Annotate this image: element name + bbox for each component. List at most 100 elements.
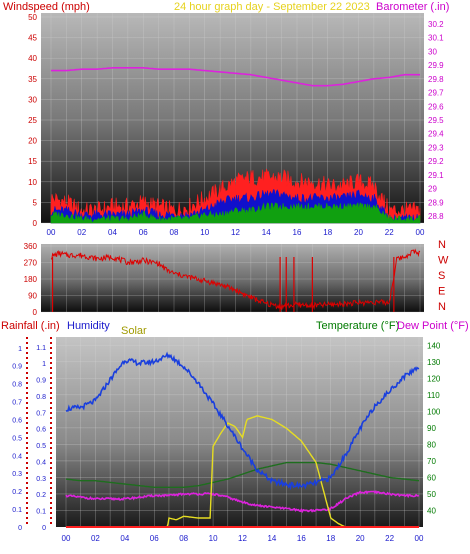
wind-x-tick: 06 <box>139 228 148 237</box>
wind-y-tick: 50 <box>28 13 37 22</box>
humidity-y-tick: 1 <box>42 361 46 368</box>
dewpoint-legend: Dew Point (°F) <box>397 320 469 332</box>
humidity-y-tick: 0.9 <box>36 378 46 385</box>
compass-tick: N <box>438 301 446 313</box>
direction-y-tick: 360 <box>24 242 38 251</box>
humidity-y-tick: 0.6 <box>36 427 46 434</box>
direction-y-tick: 180 <box>24 275 38 284</box>
wind-x-tick: 02 <box>77 228 86 237</box>
humidity-y-tick: 0.7 <box>36 410 46 417</box>
humidity-y-tick: 0.8 <box>36 394 46 401</box>
baro-y-tick: 29.8 <box>428 75 444 84</box>
temp-y-tick: 80 <box>427 440 436 449</box>
baro-y-tick: 29.3 <box>428 143 444 152</box>
baro-y-tick: 29 <box>428 185 437 194</box>
baro-y-tick: 28.9 <box>428 198 444 207</box>
rain-y-tick: 0.8 <box>12 382 22 389</box>
wind-x-tick: 22 <box>385 228 394 237</box>
humidity-y-tick: 0.5 <box>36 443 46 450</box>
rain-y-tick: 0.3 <box>12 471 22 478</box>
low-wind-series <box>50 202 421 224</box>
wind-x-tick: 16 <box>293 228 302 237</box>
rain-x-tick: 18 <box>326 534 335 543</box>
baro-y-tick: 30.1 <box>428 34 444 43</box>
direction-y-tick: 270 <box>24 259 38 268</box>
wind-y-tick: 45 <box>28 34 37 43</box>
rain-y-tick: 0.5 <box>12 435 22 442</box>
temp-y-tick: 50 <box>427 490 436 499</box>
temperature-legend: Temperature (°F) <box>316 320 399 332</box>
temp-y-tick: 110 <box>427 391 440 400</box>
compass-tick: W <box>438 255 449 267</box>
baro-y-tick: 29.4 <box>428 130 444 139</box>
temp-y-tick: 40 <box>427 506 436 515</box>
solar-legend: Solar <box>121 325 147 337</box>
rain-series-group <box>65 351 420 528</box>
rain-x-tick: 16 <box>297 534 306 543</box>
rain-y-tick: 0.7 <box>12 400 22 407</box>
barometer-series <box>51 67 420 87</box>
humidity-series <box>65 351 420 491</box>
wind-y-tick: 30 <box>28 95 37 104</box>
wind-y-tick: 40 <box>28 54 37 63</box>
temperature-series <box>65 461 420 488</box>
rain-x-tick: 08 <box>179 534 188 543</box>
rain-y-tick: 1 <box>18 346 22 353</box>
wind-y-tick: 20 <box>28 137 37 146</box>
compass-tick: N <box>438 239 446 251</box>
rain-x-tick: 04 <box>120 534 129 543</box>
rainfall-legend: Rainfall (.in) <box>1 320 60 332</box>
compass-tick: S <box>438 270 445 282</box>
wind-x-tick: 20 <box>354 228 363 237</box>
rain-x-tick: 20 <box>356 534 365 543</box>
temp-y-tick: 120 <box>427 374 441 383</box>
baro-y-tick: 29.1 <box>428 171 444 180</box>
temp-y-tick: 70 <box>427 457 436 466</box>
rain-y-tick: 0.6 <box>12 417 22 424</box>
direction-panel-grid <box>41 244 424 313</box>
wind-y-tick: 5 <box>33 198 38 207</box>
wind-direction-series <box>50 248 421 311</box>
windspeed-label: Windspeed (mph) <box>3 1 90 13</box>
rain-x-tick: 12 <box>238 534 247 543</box>
humidity-y-tick: 0.3 <box>36 476 46 483</box>
humidity-legend: Humidity <box>67 320 110 332</box>
baro-y-tick: 29.2 <box>428 157 444 166</box>
wind-y-tick: 35 <box>28 75 37 84</box>
barometer-label: Barometer (.in) <box>376 1 449 13</box>
wind-axis-labels: 0 5 10 15 20 25 30 35 40 45 50 28.8 28.9 29 29.1 29.2 29… <box>28 13 444 237</box>
wind-y-tick: 15 <box>28 157 37 166</box>
wind-x-tick: 10 <box>200 228 209 237</box>
baro-y-tick: 29.7 <box>428 89 444 98</box>
wind-x-tick: 14 <box>262 228 271 237</box>
rain-x-tick: 22 <box>385 534 394 543</box>
baro-y-tick: 30.2 <box>428 20 444 29</box>
rain-panel-grid <box>56 337 423 527</box>
temp-y-tick: 100 <box>427 407 441 416</box>
wind-series-group <box>50 67 421 225</box>
temp-y-tick: 60 <box>427 473 436 482</box>
wind-x-tick: 12 <box>231 228 240 237</box>
rain-y-tick: 0.9 <box>12 364 22 371</box>
baro-y-tick: 30 <box>428 47 437 56</box>
chart-title: 24 hour graph day - September 22 2023 <box>174 1 370 13</box>
wind-x-tick: 00 <box>47 228 56 237</box>
temp-y-tick: 90 <box>427 424 436 433</box>
humidity-y-tick: 0.1 <box>36 509 46 516</box>
wind-x-tick: 00 <box>416 228 425 237</box>
direction-y-tick: 90 <box>28 292 37 301</box>
wind-x-tick: 18 <box>323 228 332 237</box>
humidity-y-tick: 0 <box>42 525 46 532</box>
temp-y-tick: 130 <box>427 358 441 367</box>
baro-y-tick: 28.8 <box>428 212 444 221</box>
direction-y-tick: 0 <box>33 308 38 317</box>
rain-x-tick: 10 <box>209 534 218 543</box>
rain-y-tick: 0 <box>18 525 22 532</box>
humidity-y-tick: 0.4 <box>36 459 46 466</box>
dewpoint-series <box>65 489 420 514</box>
wind-x-tick: 04 <box>108 228 117 237</box>
rain-y-tick: 0.1 <box>12 507 22 514</box>
rain-x-tick: 00 <box>415 534 424 543</box>
direction-series-group <box>50 248 421 312</box>
